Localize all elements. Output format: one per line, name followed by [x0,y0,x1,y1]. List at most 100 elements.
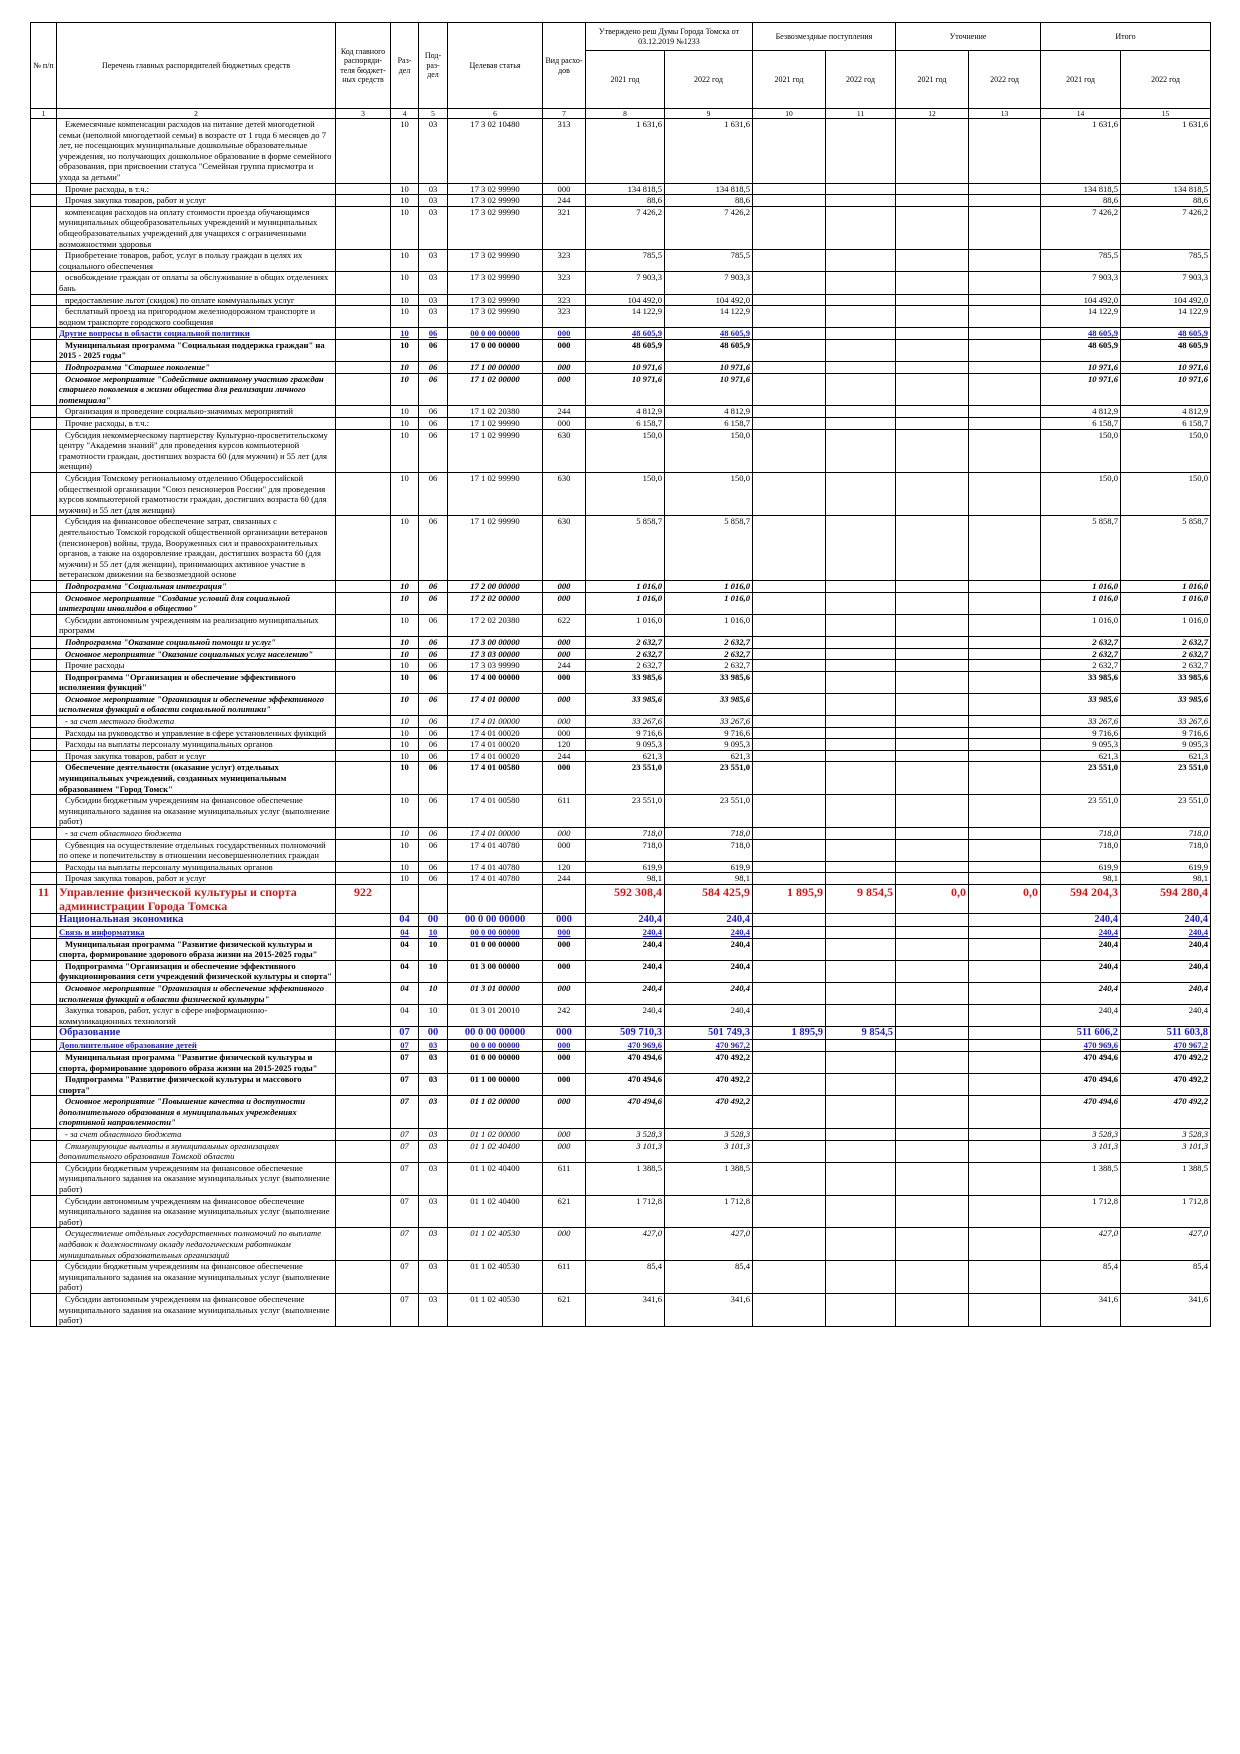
empty-cell [30,1161,57,1196]
empty-cell [824,937,897,961]
empty-cell [824,838,897,862]
cell: 01 1 02 00000 [447,1128,543,1141]
empty-cell [30,1050,57,1075]
table-row: Муниципальная программа "Развитие физиче… [30,937,1212,961]
empty-cell [895,249,970,273]
cell: 470 967,2 [664,1039,753,1052]
cell: 7 903,3 [1120,271,1212,295]
table-row: Подпрограмма "Организация и обеспечение … [30,670,1212,694]
cell: 3 101,3 [1040,1139,1122,1163]
cell: 00 [418,912,448,927]
cell: 000 [542,327,586,340]
header-row: 2021 год 2022 год 2021 год 2022 год 2021 год… [31,50,1212,109]
cell: 10 971,6 [1120,372,1212,407]
cell: 17 3 02 99990 [447,205,543,251]
empty-cell [968,194,1042,207]
cell: 000 [542,372,586,407]
cell: 150,0 [664,471,753,517]
cell: 718,0 [664,827,753,840]
empty-cell [752,405,826,419]
cell: 2 632,7 [1040,635,1122,649]
empty-cell [335,1139,391,1163]
cell: Основное мероприятие "Организация и обес… [56,981,336,1006]
cell: 470 494,6 [1040,1050,1122,1075]
cell: 5 858,7 [664,515,753,581]
column-number: 6 [447,108,543,119]
empty-cell [30,271,57,295]
cell: Основное мероприятие "Повышение качества… [56,1095,336,1130]
empty-cell [447,883,543,914]
empty-cell [824,1161,897,1196]
empty-cell [895,205,970,251]
empty-cell [752,1227,826,1262]
cell: 1 016,0 [664,579,753,593]
empty-cell [968,827,1042,840]
cell: 23 551,0 [664,761,753,796]
table-row: Подпрограмма "Организация и обеспечение … [30,959,1212,983]
cell: 10 [390,692,419,717]
cell: Муниципальная программа "Социальная подд… [56,338,336,363]
cell: 5 858,7 [1120,515,1212,581]
empty-cell [752,1050,826,1075]
cell: 323 [542,293,586,307]
cell: 0,0 [895,883,970,914]
cell: Приобретение товаров, работ, услуг в пол… [56,249,336,273]
cell: 341,6 [1120,1292,1212,1327]
cell: 785,5 [664,249,753,273]
cell: 718,0 [1120,838,1212,862]
table-row: Национальная экономика 04 00 00 0 00 00000 0… [30,912,1212,927]
cell: 1 016,0 [664,591,753,615]
cell: 17 3 02 99990 [447,293,543,307]
empty-cell [335,372,391,407]
cell: 17 3 02 99990 [447,194,543,207]
cell: 000 [542,361,586,374]
cell: 470 492,2 [664,1050,753,1075]
cell: Основное мероприятие "Создание условий д… [56,591,336,615]
cell: 48 605,9 [664,327,753,340]
year-header: 2022 год [664,50,753,109]
empty-cell [895,738,970,751]
cell: 00 0 00 00000 [447,1039,543,1052]
cell: 323 [542,271,586,295]
empty-cell [335,925,391,939]
column-number: 9 [664,108,753,119]
empty-cell [335,613,391,637]
cell: 07 [390,1095,419,1130]
empty-cell [30,827,57,840]
table-row: предоставление льгот (скидок) по оплате … [30,293,1212,307]
cell: 4 812,9 [664,405,753,419]
cell: Подпрограмма "Развитие физической культу… [56,1073,336,1097]
empty-cell [30,794,57,828]
empty-cell [895,635,970,649]
empty-cell [895,1039,970,1052]
cell: 470 494,6 [1040,1073,1122,1097]
cell: 1 016,0 [1120,613,1212,637]
cell: 9 854,5 [824,883,897,914]
cell: 10 971,6 [1120,361,1212,374]
empty-cell [30,692,57,717]
cell: 01 0 00 00000 [447,1050,543,1075]
empty-cell [895,405,970,419]
empty-cell [968,372,1042,407]
cell: 4 812,9 [1040,405,1122,419]
empty-cell [968,305,1042,329]
cell: 7 426,2 [1120,205,1212,251]
table-row: Стимулирующие выплаты в муниципальных ор… [30,1139,1212,1163]
empty-cell [752,194,826,207]
cell: 1 631,6 [585,118,665,184]
cell: 2 632,7 [664,635,753,649]
cell: 470 492,2 [1120,1050,1212,1075]
empty-cell [968,647,1042,661]
empty-cell [335,1260,391,1294]
empty-cell [824,1039,897,1052]
cell: 120 [542,738,586,751]
cell: 619,9 [1120,860,1212,874]
cell: 621,3 [1040,749,1122,763]
empty-cell [335,872,391,885]
table-row: компенсация расходов на оплату стоимости… [30,205,1212,251]
header-group: Утверждено реш Думы Города Томска от 03.… [585,22,753,51]
empty-cell [968,1095,1042,1130]
header-cell: Целевая статья [447,22,543,109]
cell: 06 [418,872,448,885]
empty-cell [895,613,970,637]
